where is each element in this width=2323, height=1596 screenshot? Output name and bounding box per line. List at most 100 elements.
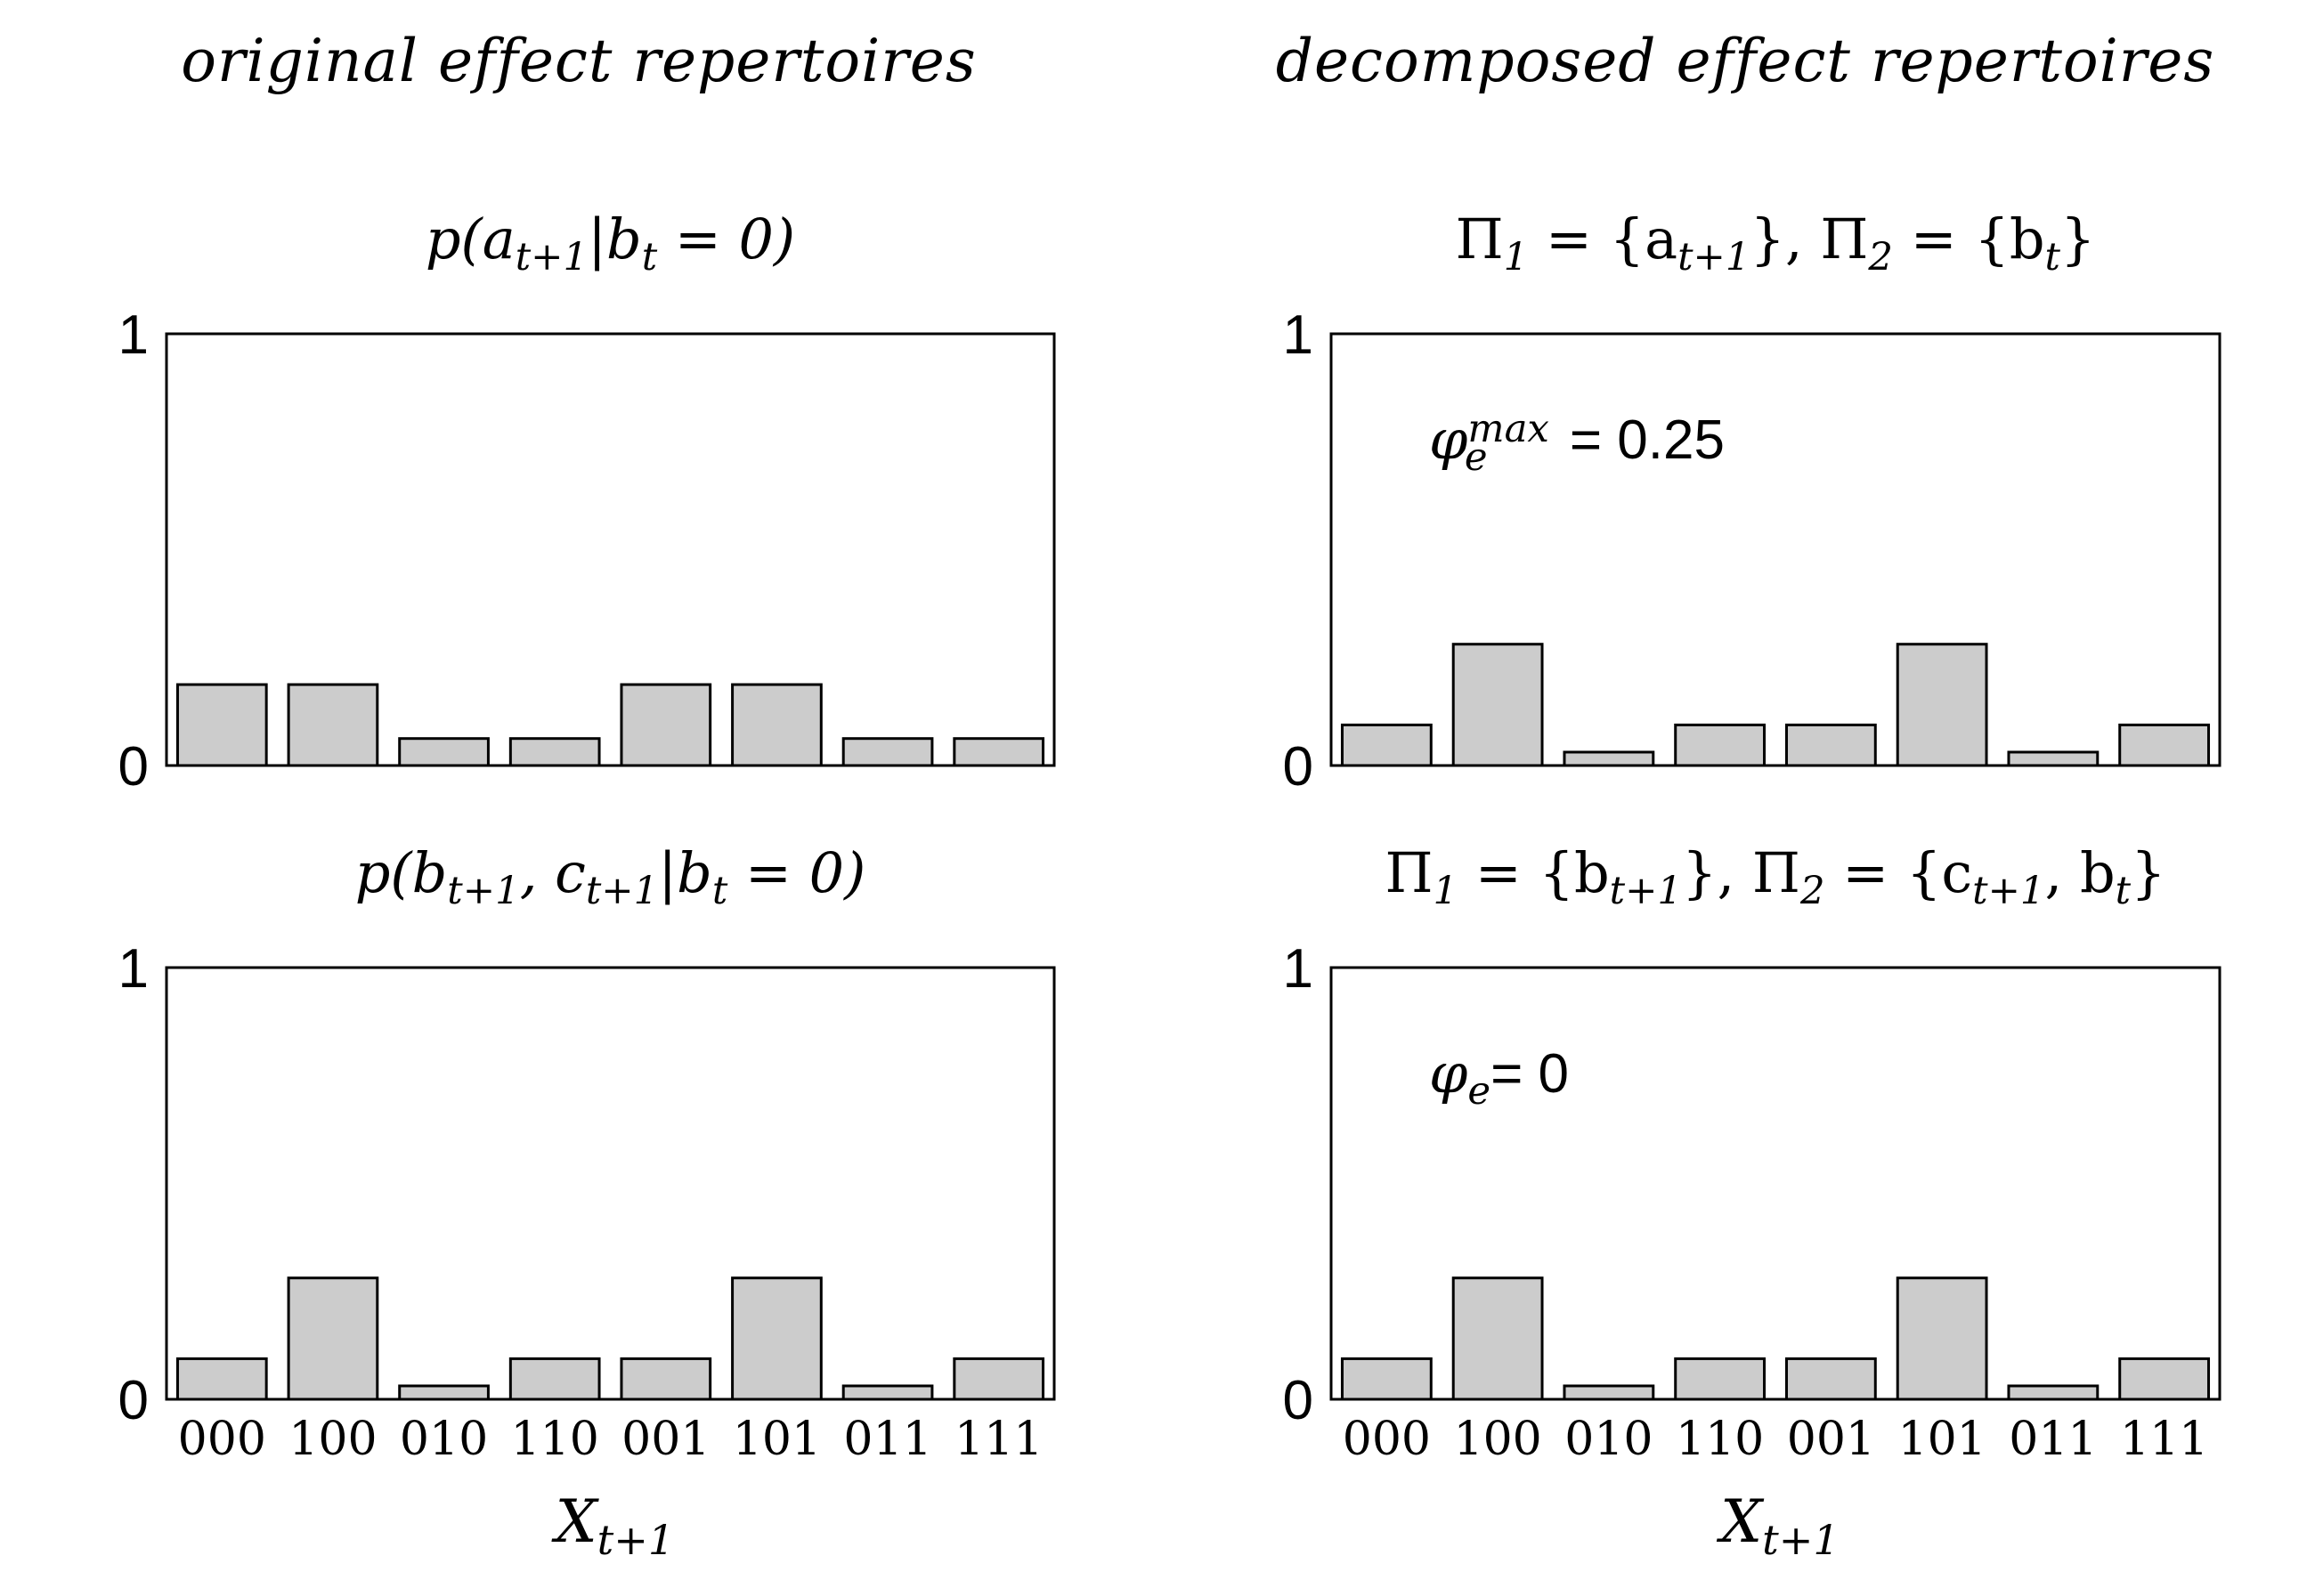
chart-3-ytick-bottom: 0 (1283, 1370, 1313, 1431)
chart-3-title-part-10: } (2131, 840, 2165, 905)
chart-3-bar-111 (2118, 1357, 2211, 1401)
chart-1-frame (1329, 332, 2221, 767)
phi-value: = 0 (1490, 1043, 1569, 1105)
chart-1-title-part-8: } (2060, 207, 2095, 271)
chart-2-title-part-2: , c (520, 840, 586, 905)
chart-0-title-part-4: = 0) (657, 207, 795, 271)
chart-3-xtick-101: 101 (1897, 1413, 1986, 1466)
phi-subscript: e (1467, 1069, 1490, 1114)
chart-0-title-part-3: t (642, 235, 658, 280)
chart-1-bar-111 (2118, 723, 2211, 767)
phi-subscript: e (1465, 435, 1488, 480)
phi-symbol: φ (1429, 407, 1468, 472)
chart-3-frame (1329, 966, 2221, 1401)
chart-1-bar-110 (1674, 723, 1767, 767)
chart-0-bar-111 (953, 737, 1045, 767)
chart-1-title-part-6: = {b (1893, 207, 2045, 271)
chart-2-xtick-100: 100 (288, 1413, 377, 1466)
chart-3-bar-000 (1340, 1357, 1433, 1401)
phi-superscript: max (1467, 407, 1549, 451)
chart-3-xlabel-part-1: t+1 (1762, 1516, 1840, 1564)
chart-3-title-part-9: t (2116, 869, 2132, 913)
chart-3-title-part-3: t+1 (1610, 869, 1682, 913)
chart-2-bar-000 (175, 1357, 268, 1401)
chart-1-title-part-3: t+1 (1677, 235, 1750, 280)
chart-3-xtick-001: 001 (1787, 1413, 1875, 1466)
chart-0-bar-110 (508, 737, 601, 767)
chart-0-bar-100 (287, 683, 379, 767)
chart-2-xlabel-part-0: X (551, 1487, 600, 1556)
chart-3-xtick-110: 110 (1676, 1413, 1764, 1466)
phi-symbol: φ (1429, 1041, 1468, 1106)
chart-2-xtick-000: 000 (178, 1413, 266, 1466)
left-column-heading: original effect repertoires (181, 27, 977, 95)
chart-3-xtick-011: 011 (2009, 1413, 2097, 1466)
chart-0-frame (165, 332, 1056, 767)
chart-3-title-part-5: 2 (1799, 869, 1825, 913)
chart-2-xtick-111: 111 (954, 1413, 1043, 1466)
chart-2-title-part-0: p(b (355, 840, 448, 905)
chart-1-title-part-2: = {a (1528, 207, 1677, 271)
chart-0-ytick-top: 1 (118, 304, 149, 366)
chart-2-bar-110 (508, 1357, 601, 1401)
chart-2-title-part-5: t (712, 869, 728, 913)
chart-3-bar-101 (1896, 1276, 1988, 1401)
chart-2-ytick-bottom: 0 (118, 1370, 149, 1431)
chart-1-title-part-7: t (2045, 235, 2061, 280)
chart-3-title-part-6: = {c (1825, 840, 1973, 905)
chart-2-title: p(bt+1, ct+1|bt = 0) (355, 840, 866, 913)
chart-0-bar-101 (731, 683, 823, 767)
chart-1-title-part-4: }, Π (1750, 207, 1868, 271)
chart-3-xlabel: Xt+1 (1716, 1487, 1840, 1564)
chart-3-xlabel-part-0: X (1716, 1487, 1765, 1556)
chart-2-xtick-011: 011 (843, 1413, 931, 1466)
chart-3-title-part-4: }, Π (1682, 840, 1800, 905)
chart-2-bar-011 (841, 1384, 934, 1401)
chart-0-title-part-1: t+1 (516, 235, 588, 280)
chart-3-ytick-top: 1 (1283, 938, 1313, 1000)
chart-0-ytick-bottom: 0 (118, 736, 149, 798)
chart-0-bar-010 (398, 737, 490, 767)
chart-2-title-part-6: = 0) (727, 840, 865, 905)
chart-1-title-part-0: Π (1456, 207, 1504, 271)
chart-1-title: Π1 = {at+1}, Π2 = {bt} (1456, 207, 2096, 280)
chart-3-title-part-7: t+1 (1972, 869, 2044, 913)
chart-3-bar-100 (1451, 1276, 1544, 1401)
chart-3-title-part-1: 1 (1434, 869, 1458, 913)
chart-2-bar-010 (398, 1384, 490, 1401)
chart-1-title-part-1: 1 (1504, 235, 1529, 280)
chart-3-bar-011 (2007, 1384, 2100, 1401)
chart-2-title-part-1: t+1 (447, 869, 519, 913)
chart-1-bar-001 (1784, 723, 1877, 767)
chart-1-ytick-top: 1 (1283, 304, 1313, 366)
chart-0-bar-011 (841, 737, 934, 767)
chart-2-bar-100 (287, 1276, 379, 1401)
chart-1-bar-000 (1340, 723, 1433, 767)
chart-2-xtick-001: 001 (621, 1413, 710, 1466)
chart-3-annotation: φe= 0 (1429, 1041, 1569, 1114)
chart-2-title-part-4: |b (658, 840, 712, 905)
chart-2-bar-111 (953, 1357, 1045, 1401)
chart-0-title-part-0: p(a (426, 207, 516, 271)
chart-1-bar-100 (1451, 643, 1544, 767)
chart-3-xtick-100: 100 (1453, 1413, 1541, 1466)
chart-3-xtick-000: 000 (1343, 1413, 1431, 1466)
chart-1-bar-101 (1896, 643, 1988, 767)
chart-1-bar-011 (2007, 750, 2100, 767)
chart-0: p(at+1|bt = 0) 1 0 (118, 207, 1056, 798)
chart-3-xtick-111: 111 (2120, 1413, 2208, 1466)
chart-0-title-part-2: |b (588, 207, 642, 271)
chart-2-bar-101 (731, 1276, 823, 1401)
chart-3-bar-001 (1784, 1357, 1877, 1401)
chart-3-xtick-010: 010 (1564, 1413, 1653, 1466)
chart-1-ytick-bottom: 0 (1283, 736, 1313, 798)
chart-2-bar-001 (620, 1357, 712, 1401)
chart-2-xlabel: Xt+1 (551, 1487, 675, 1564)
right-column-heading: decomposed effect repertoires (1275, 27, 2215, 95)
chart-2-xtick-010: 010 (400, 1413, 488, 1466)
chart-1-annotation: φmax e = 0.25 (1429, 407, 1725, 480)
